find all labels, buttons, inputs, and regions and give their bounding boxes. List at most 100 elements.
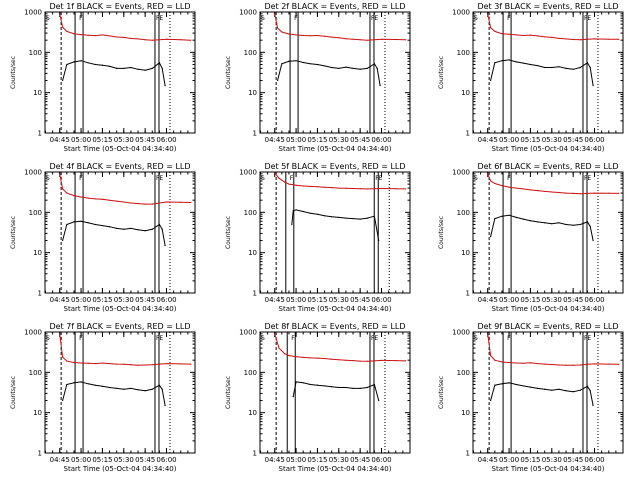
events-data-point	[158, 384, 160, 386]
x-tick-label: 05:15	[92, 296, 112, 304]
marker-label-fe: FE	[584, 335, 591, 342]
events-data-point	[338, 216, 340, 218]
events-data-point	[292, 210, 294, 212]
lld-data-point	[59, 333, 61, 335]
lld-data-point	[551, 363, 553, 366]
events-data-point	[164, 404, 166, 407]
x-tick-label: 05:00	[286, 456, 306, 464]
lld-data-point	[515, 187, 517, 189]
lld-data-point	[489, 27, 492, 29]
lld-data-point	[522, 34, 524, 37]
events-data-point	[378, 399, 380, 402]
x-tick-label: 05:00	[499, 136, 519, 144]
events-data-point	[144, 69, 146, 71]
marker-label-s: S	[261, 15, 265, 22]
events-data-point	[544, 222, 546, 224]
x-tick-label: 05:00	[286, 296, 306, 304]
events-data-point	[586, 62, 588, 64]
x-tick-label: 05:00	[71, 456, 91, 464]
lld-data-point	[284, 181, 286, 183]
lld-data-point	[380, 359, 383, 361]
events-series-line	[292, 381, 380, 401]
x-tick-label: 06:00	[584, 136, 604, 144]
events-series-line	[490, 382, 594, 406]
events-data-point	[494, 62, 496, 64]
x-tick-label: 05:45	[563, 456, 583, 464]
events-series-line	[490, 59, 594, 86]
lld-data-point	[373, 360, 375, 362]
lld-data-point	[284, 353, 286, 355]
lld-data-point	[331, 187, 333, 189]
x-tick-label: 05:15	[307, 136, 327, 144]
panel-title: Det 6f BLACK = Events, RED = LLD	[477, 162, 618, 171]
lld-series-line	[274, 172, 406, 190]
lld-data-point	[288, 183, 290, 185]
events-data-point	[359, 218, 361, 220]
events-data-point	[501, 215, 503, 217]
marker-label-f: F	[291, 335, 295, 342]
lld-data-point	[123, 201, 125, 203]
lld-data-point	[359, 360, 361, 362]
lld-data-point	[123, 363, 125, 365]
y-tick-label: 10	[461, 89, 470, 97]
x-tick-label: 06:00	[156, 296, 176, 304]
x-tick-label: 04:45	[50, 456, 70, 464]
x-tick-label: 05:00	[499, 456, 519, 464]
x-tick-label: 05:30	[329, 296, 349, 304]
lld-data-point	[61, 356, 64, 358]
lld-data-point	[59, 173, 61, 175]
events-data-point	[331, 216, 333, 218]
events-data-point	[551, 223, 553, 225]
lld-data-point	[180, 201, 182, 203]
detector-panel-9: Det 9f BLACK = Events, RED = LLD Counts/s…	[438, 322, 624, 473]
y-tick-label: 100	[29, 369, 42, 377]
events-data-point	[61, 399, 64, 402]
events-data-point	[161, 388, 163, 390]
events-series-line	[490, 214, 594, 241]
events-data-point	[544, 388, 546, 390]
events-data-point	[123, 388, 125, 390]
lld-data-point	[515, 34, 517, 36]
events-data-point	[66, 223, 68, 226]
events-data-point	[529, 63, 532, 66]
events-data-point	[522, 385, 524, 387]
x-tick-label: 06:00	[371, 136, 391, 144]
x-tick-label: 05:15	[520, 296, 540, 304]
y-tick-label: 100	[457, 369, 470, 377]
events-data-point	[123, 67, 125, 69]
lld-data-point	[73, 33, 75, 35]
panel-title: Det 7f BLACK = Events, RED = LLD	[49, 322, 190, 331]
y-tick-label: 1000	[239, 169, 257, 177]
x-tick-label: 06:00	[584, 296, 604, 304]
lld-data-point	[565, 38, 567, 40]
events-data-point	[309, 212, 311, 214]
x-axis-label: Start Time (05-Oct-04 04:34:40)	[492, 145, 605, 153]
events-data-point	[323, 385, 326, 387]
events-data-point	[281, 63, 283, 65]
marker-label-f: F	[79, 175, 83, 182]
events-data-point	[137, 68, 139, 70]
x-tick-label: 05:45	[135, 456, 155, 464]
lld-data-point	[558, 37, 560, 39]
x-tick-label: 05:15	[520, 136, 540, 144]
events-data-point	[522, 62, 524, 64]
plot-frame	[472, 11, 624, 134]
lld-data-point	[94, 34, 96, 37]
events-data-point	[536, 387, 539, 389]
lld-data-point	[94, 198, 96, 200]
events-data-point	[489, 79, 492, 82]
events-data-point	[161, 67, 163, 69]
x-tick-label: 05:45	[350, 456, 370, 464]
x-axis-label: Start Time (05-Oct-04 04:34:40)	[64, 305, 177, 313]
events-data-point	[572, 68, 574, 70]
lld-data-point	[366, 39, 368, 41]
x-tick-label: 05:15	[92, 136, 112, 144]
events-data-point	[323, 65, 326, 67]
events-data-point	[331, 386, 333, 388]
x-tick-label: 05:15	[92, 456, 112, 464]
events-data-point	[108, 386, 111, 389]
lld-data-point	[608, 38, 610, 40]
lld-data-point	[558, 191, 560, 194]
lld-data-point	[536, 190, 539, 192]
